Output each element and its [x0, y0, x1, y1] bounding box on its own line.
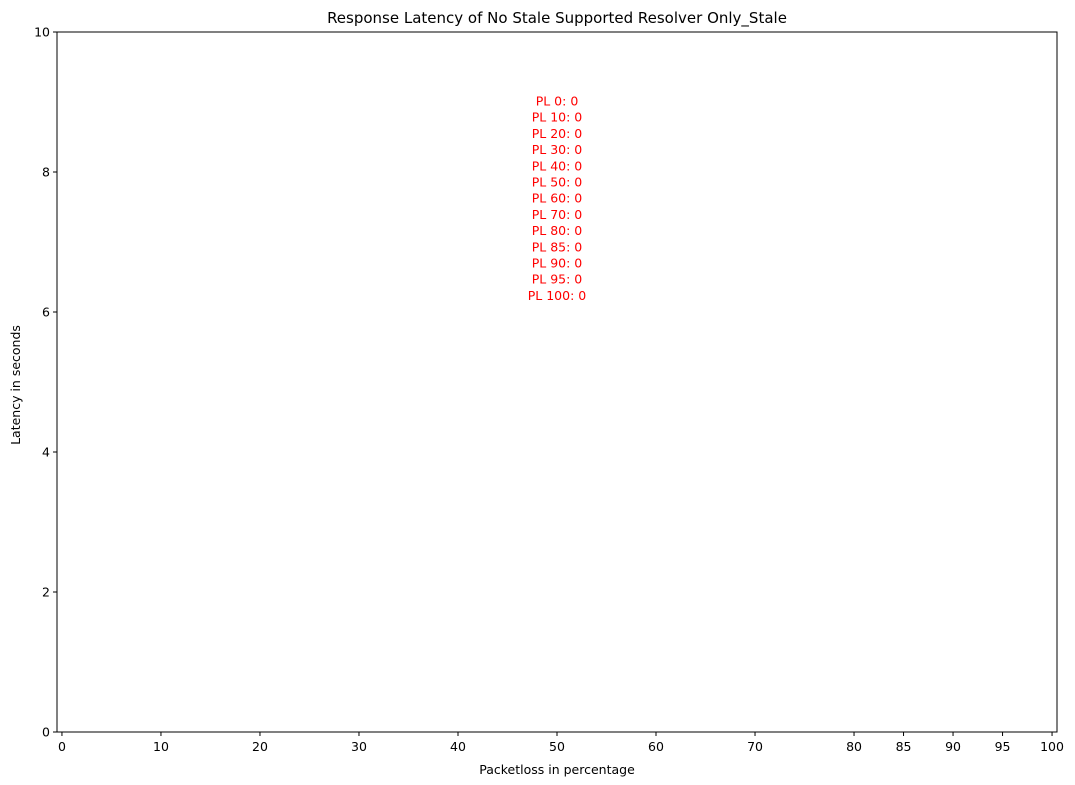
x-tick-label: 95 [995, 739, 1011, 754]
annotation-label: PL 30: 0 [532, 142, 583, 157]
annotation-label: PL 95: 0 [532, 272, 583, 287]
x-axis: 0 10 20 30 40 50 60 70 80 85 90 95 100 [58, 732, 1064, 754]
y-tick-label: 0 [42, 725, 50, 740]
annotation-label: PL 60: 0 [532, 191, 583, 206]
y-axis-label: Latency in seconds [8, 325, 23, 445]
x-tick-label: 10 [153, 739, 169, 754]
annotation-label: PL 85: 0 [532, 239, 583, 254]
x-tick-label: 20 [252, 739, 268, 754]
annotation-label: PL 70: 0 [532, 207, 583, 222]
annotation-label: PL 20: 0 [532, 126, 583, 141]
x-tick-label: 50 [549, 739, 565, 754]
annotation-label: PL 90: 0 [532, 256, 583, 271]
x-tick-label: 80 [846, 739, 862, 754]
annotation-label: PL 100: 0 [528, 288, 587, 303]
x-tick-label: 85 [896, 739, 912, 754]
x-axis-label: Packetloss in percentage [479, 762, 635, 777]
annotation-label: PL 80: 0 [532, 223, 583, 238]
x-tick-label: 60 [648, 739, 664, 754]
annotations: PL 0: 0PL 10: 0PL 20: 0PL 30: 0PL 40: 0 P… [528, 94, 587, 303]
plot-frame [56, 31, 1058, 733]
y-tick-label: 6 [42, 305, 50, 320]
annotation-label: PL 0: 0 [536, 94, 579, 109]
y-tick-label: 2 [42, 585, 50, 600]
annotation-label: PL 50: 0 [532, 175, 583, 190]
y-tick-label: 4 [42, 445, 50, 460]
y-tick-label: 10 [34, 25, 50, 40]
y-tick-label: 8 [42, 165, 50, 180]
x-tick-label: 70 [747, 739, 763, 754]
x-tick-label: 100 [1040, 739, 1064, 754]
x-tick-label: 0 [58, 739, 66, 754]
x-tick-label: 90 [945, 739, 961, 754]
x-tick-label: 40 [450, 739, 466, 754]
x-tick-label: 30 [351, 739, 367, 754]
annotation-label: PL 10: 0 [532, 110, 583, 125]
chart-title: Response Latency of No Stale Supported R… [327, 9, 787, 28]
annotation-label: PL 40: 0 [532, 158, 583, 173]
y-axis: 0 2 4 6 8 10 [34, 25, 57, 740]
